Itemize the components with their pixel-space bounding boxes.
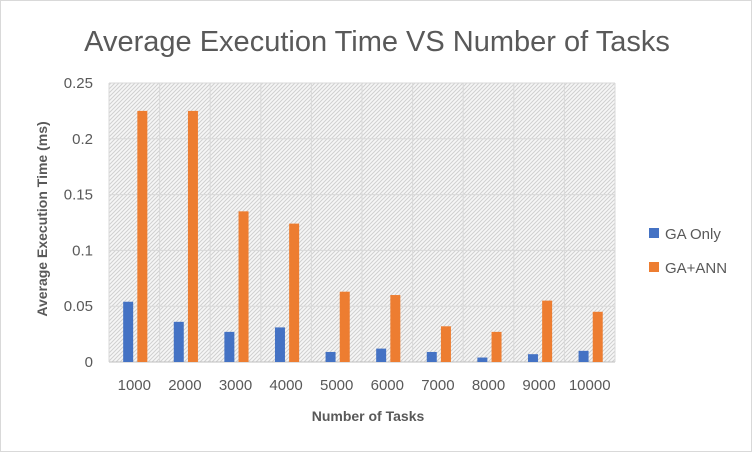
bar-ga-ann-1000 <box>137 110 148 363</box>
plot-area <box>108 82 616 363</box>
bar-ga-ann-5000 <box>339 291 350 362</box>
legend-swatch-ga-ann <box>649 262 659 272</box>
bar-ga-only-2000 <box>173 321 184 362</box>
bar-ga-only-3000 <box>224 331 235 362</box>
bar-ga-ann-4000 <box>289 223 300 362</box>
bars <box>123 110 603 363</box>
bar-ga-ann-8000 <box>491 331 502 362</box>
bar-ga-only-5000 <box>325 351 336 362</box>
x-tick-label: 7000 <box>421 377 454 394</box>
x-tick-label: 8000 <box>472 377 505 394</box>
y-axis-title: Average Execution Time (ms) <box>34 121 50 316</box>
bar-ga-only-8000 <box>477 357 488 362</box>
y-tick-label: 0.2 <box>72 131 93 148</box>
x-tick-label: 10000 <box>569 377 611 394</box>
x-axis-title: Number of Tasks <box>312 408 425 424</box>
y-tick-label: 0 <box>85 354 93 371</box>
bar-ga-ann-10000 <box>592 311 603 362</box>
bar-ga-ann-3000 <box>238 211 249 362</box>
bar-ga-only-6000 <box>376 348 387 362</box>
x-tick-label: 6000 <box>371 377 404 394</box>
bar-ga-ann-6000 <box>390 295 401 362</box>
legend-label-ga-ann: GA+ANN <box>665 260 727 277</box>
x-tick-label: 4000 <box>269 377 302 394</box>
legend-label-ga-only: GA Only <box>665 226 721 243</box>
y-tick-label: 0.1 <box>72 242 93 259</box>
bar-ga-only-1000 <box>123 301 134 362</box>
x-tick-label: 1000 <box>118 377 151 394</box>
x-tick-labels: 1000 2000 3000 4000 5000 6000 7000 8000 9000 1000… <box>118 377 611 394</box>
x-tick-label: 3000 <box>219 377 252 394</box>
y-tick-label: 0.05 <box>64 298 93 315</box>
bar-ga-ann-7000 <box>440 326 451 362</box>
y-tick-label: 0.25 <box>64 75 93 92</box>
bar-ga-only-9000 <box>527 354 538 362</box>
legend-swatch-ga-only <box>649 228 659 238</box>
y-tick-labels: 0 0.05 0.1 0.15 0.2 0.25 <box>64 75 93 371</box>
bar-ga-only-4000 <box>274 327 285 362</box>
bar-ga-only-10000 <box>578 350 589 362</box>
y-tick-label: 0.15 <box>64 187 93 204</box>
x-tick-label: 2000 <box>168 377 201 394</box>
chart-title: Average Execution Time VS Number of Task… <box>84 26 670 58</box>
bar-ga-ann-9000 <box>542 300 553 362</box>
bar-ga-only-7000 <box>426 351 437 362</box>
x-tick-label: 9000 <box>522 377 555 394</box>
x-tick-label: 5000 <box>320 377 353 394</box>
bar-ga-ann-2000 <box>187 110 198 363</box>
legend: GA Only GA+ANN <box>649 226 727 277</box>
